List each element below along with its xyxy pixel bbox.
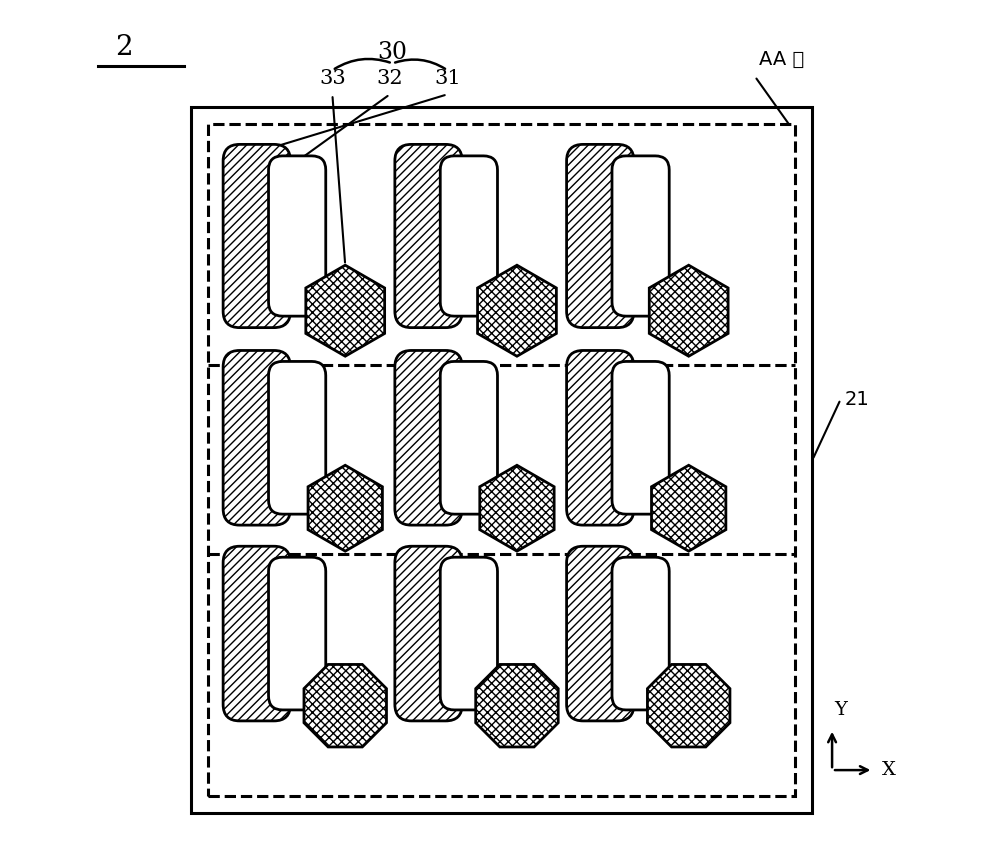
FancyBboxPatch shape	[566, 546, 633, 720]
FancyBboxPatch shape	[440, 557, 497, 710]
FancyBboxPatch shape	[269, 557, 326, 710]
Bar	[190, 108, 812, 813]
Text: AA 区: AA 区	[759, 49, 804, 68]
Text: 33: 33	[319, 69, 346, 88]
Text: 31: 31	[434, 69, 460, 88]
FancyBboxPatch shape	[611, 156, 668, 316]
Polygon shape	[479, 466, 553, 551]
FancyBboxPatch shape	[395, 350, 462, 525]
FancyBboxPatch shape	[566, 145, 633, 328]
Text: 21: 21	[844, 389, 869, 408]
FancyBboxPatch shape	[395, 546, 462, 720]
Polygon shape	[475, 664, 558, 747]
FancyBboxPatch shape	[395, 145, 462, 328]
FancyBboxPatch shape	[269, 362, 326, 514]
Text: 32: 32	[376, 69, 403, 88]
FancyBboxPatch shape	[222, 546, 291, 720]
FancyBboxPatch shape	[440, 362, 497, 514]
Text: 2: 2	[115, 34, 132, 61]
Bar	[207, 124, 795, 796]
Polygon shape	[306, 265, 384, 356]
Polygon shape	[308, 466, 382, 551]
FancyBboxPatch shape	[611, 557, 668, 710]
FancyBboxPatch shape	[222, 350, 291, 525]
FancyBboxPatch shape	[269, 156, 326, 316]
Text: 30: 30	[377, 41, 407, 64]
Text: X: X	[881, 761, 895, 779]
FancyBboxPatch shape	[611, 362, 668, 514]
Text: Y: Y	[834, 701, 847, 719]
FancyBboxPatch shape	[440, 156, 497, 316]
FancyBboxPatch shape	[566, 350, 633, 525]
Polygon shape	[477, 265, 556, 356]
Polygon shape	[651, 466, 725, 551]
Polygon shape	[648, 265, 727, 356]
Polygon shape	[647, 664, 729, 747]
Polygon shape	[304, 664, 386, 747]
FancyBboxPatch shape	[222, 145, 291, 328]
